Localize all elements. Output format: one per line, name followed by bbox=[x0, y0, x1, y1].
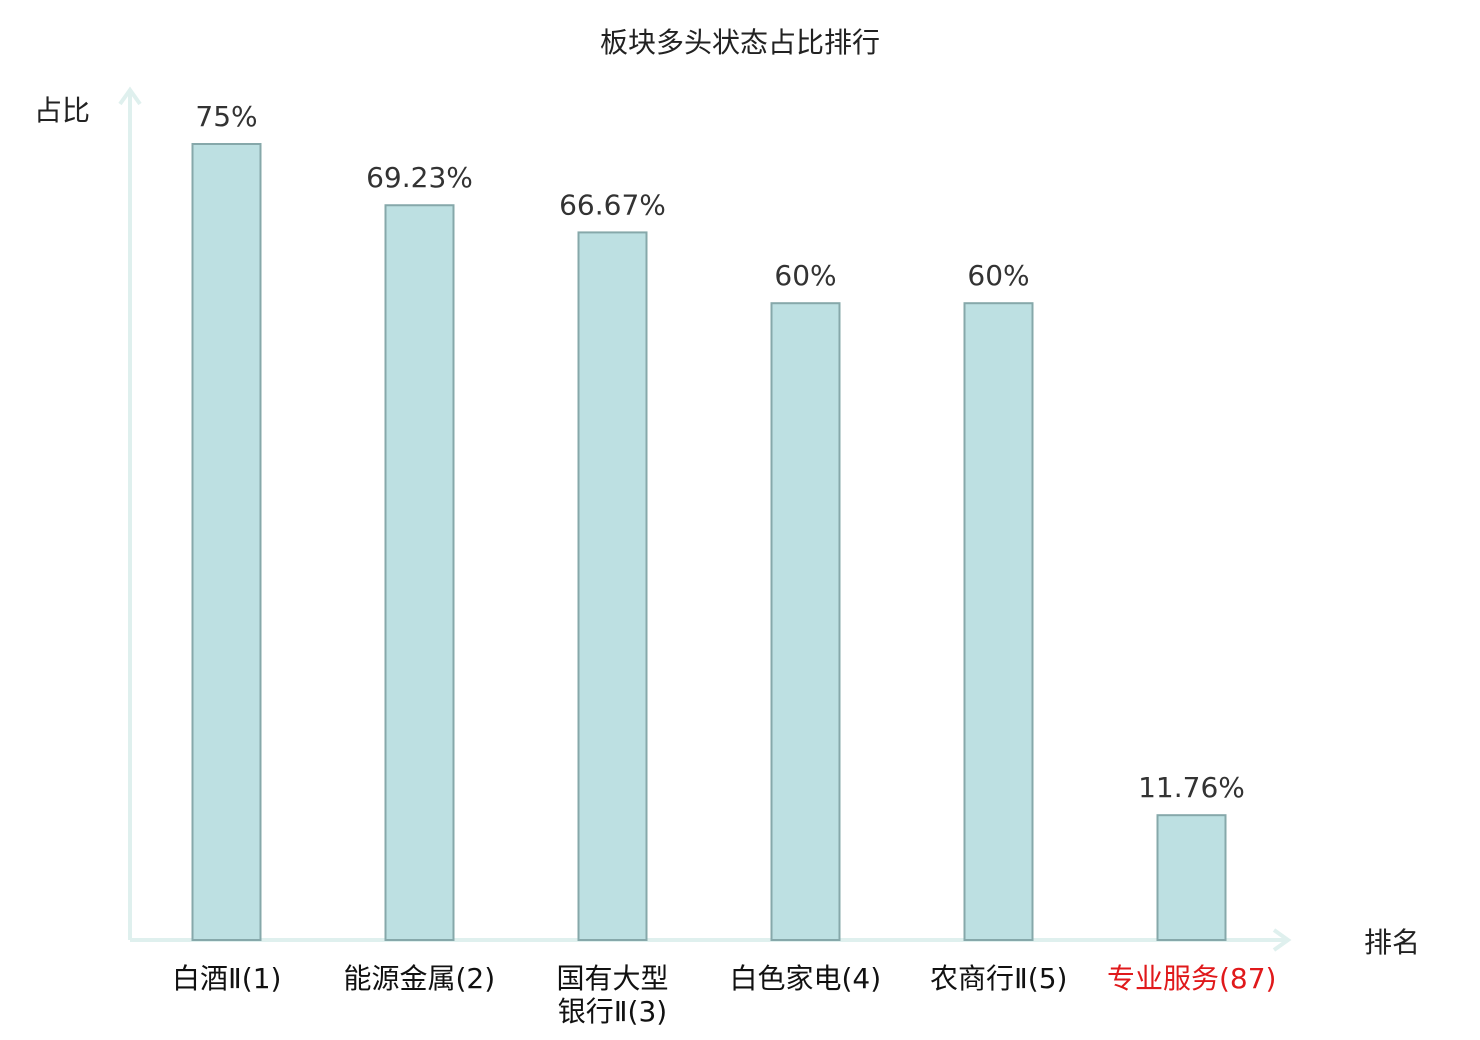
chart-title: 板块多头状态占比排行 bbox=[600, 26, 880, 59]
x-tick-label: 白色家电(4) bbox=[729, 962, 882, 995]
value-label: 69.23% bbox=[366, 161, 473, 194]
value-label: 60% bbox=[967, 259, 1029, 292]
bar bbox=[384, 204, 455, 941]
x-arrow bbox=[1272, 928, 1292, 952]
x-tick-label: 专业服务(87) bbox=[1107, 962, 1277, 995]
value-label: 11.76% bbox=[1138, 771, 1245, 804]
x-tick-label: 国有大型银行Ⅱ(3) bbox=[556, 962, 669, 1028]
value-label: 60% bbox=[774, 259, 836, 292]
bar bbox=[963, 302, 1034, 941]
y-axis-label: 占比 bbox=[34, 94, 90, 127]
x-axis-label: 排名 bbox=[1364, 926, 1420, 959]
x-tick-label: 能源金属(2) bbox=[343, 962, 496, 995]
y-arrow bbox=[118, 86, 142, 106]
value-label: 66.67% bbox=[559, 188, 666, 221]
bar bbox=[191, 143, 262, 941]
axes bbox=[118, 86, 1292, 952]
x-tick-label: 农商行Ⅱ(5) bbox=[930, 962, 1068, 995]
bar bbox=[770, 302, 841, 941]
bar bbox=[1156, 814, 1227, 941]
value-label: 75% bbox=[195, 100, 257, 133]
bar bbox=[577, 231, 648, 942]
x-tick-label: 白酒Ⅱ(1) bbox=[172, 962, 282, 995]
